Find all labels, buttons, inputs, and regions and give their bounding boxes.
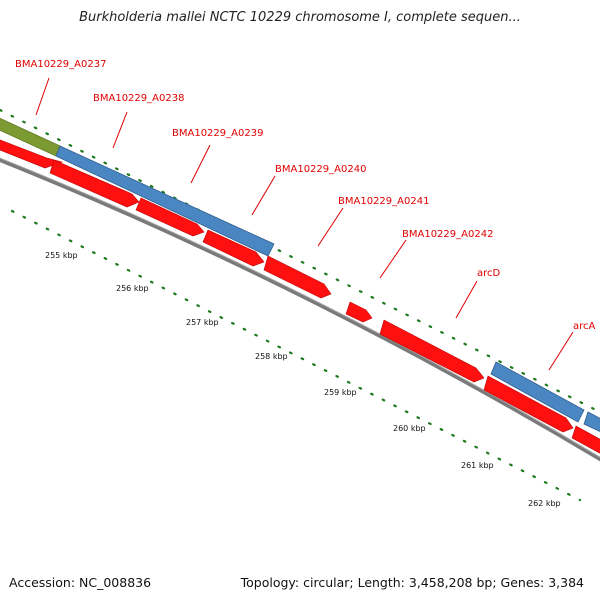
label-leaders	[35, 77, 574, 371]
inner-tick-track	[10, 209, 582, 502]
accession-text: Accession: NC_008836	[9, 575, 152, 590]
cds-arrow	[345, 301, 373, 323]
outer-tick-track	[0, 108, 600, 414]
kbp-label: 257 kbp	[186, 318, 219, 327]
gene-label: BMA10229_A0241	[338, 196, 429, 207]
cds-arrow	[483, 375, 574, 433]
kbp-label: 259 kbp	[324, 388, 357, 397]
gene-label: BMA10229_A0242	[402, 229, 493, 240]
cds-arrow	[49, 159, 140, 208]
gene-label: BMA10229_A0239	[172, 128, 263, 139]
gene-label: BMA10229_A0237	[15, 59, 106, 70]
cds-arrows[interactable]	[0, 138, 600, 456]
cds-arrow	[135, 197, 205, 237]
gene-label: BMA10229_A0238	[93, 93, 184, 104]
feature-blue-3[interactable]	[583, 411, 600, 434]
cds-arrow	[202, 229, 265, 267]
topology-summary: Topology: circular; Length: 3,458,208 bp…	[240, 575, 584, 590]
gene-labels: BMA10229_A0237 BMA10229_A0238 BMA10229_A…	[15, 59, 596, 332]
cds-arrow	[379, 319, 485, 383]
gene-label: arcA	[573, 321, 596, 332]
chromosome-backbone	[0, 157, 600, 462]
feature-blue-2[interactable]	[490, 361, 585, 423]
kbp-labels: 255 kbp 256 kbp 257 kbp 258 kbp 259 kbp …	[45, 251, 561, 508]
map-title: Burkholderia mallei NCTC 10229 chromosom…	[79, 10, 521, 25]
kbp-label: 260 kbp	[393, 424, 426, 433]
kbp-label: 255 kbp	[45, 251, 78, 260]
gene-label: BMA10229_A0240	[275, 164, 366, 175]
kbp-label: 256 kbp	[116, 284, 149, 293]
cds-arrow	[263, 255, 332, 299]
feature-blue-1[interactable]	[55, 145, 275, 257]
gene-label: arcD	[477, 268, 501, 279]
cds-arrow	[571, 425, 600, 454]
kbp-label: 262 kbp	[528, 499, 561, 508]
kbp-label: 261 kbp	[461, 461, 494, 470]
kbp-label: 258 kbp	[255, 352, 288, 361]
